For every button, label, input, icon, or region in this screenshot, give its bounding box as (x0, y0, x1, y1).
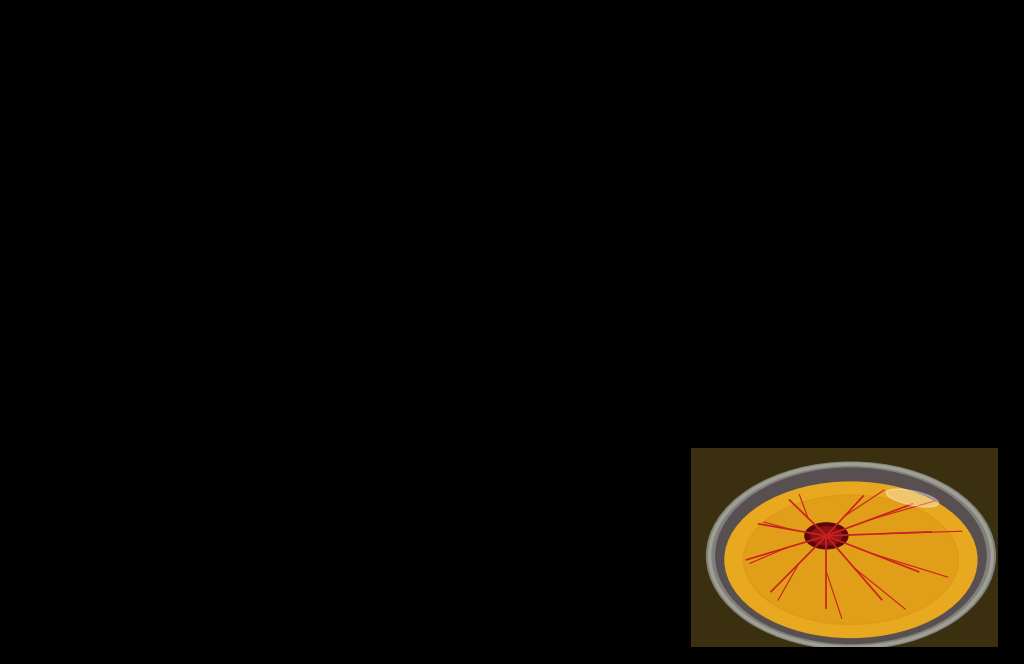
Ellipse shape (725, 482, 977, 637)
Text: Ca and vit D3: Ca and vit D3 (136, 127, 259, 145)
Text: lipids and pigments: lipids and pigments (441, 121, 620, 139)
Ellipse shape (886, 489, 939, 507)
Text: ↑: ↑ (435, 302, 454, 322)
Text: Feed intake: Feed intake (142, 81, 247, 100)
Text: Altered gas exchange: Altered gas exchange (81, 562, 278, 581)
Text: transport of Ca,: transport of Ca, (441, 91, 583, 110)
Text: Ca mobilization: Ca mobilization (442, 347, 582, 365)
Text: protein synthesis: protein synthesis (434, 61, 590, 80)
Text: Liver: Liver (482, 31, 542, 50)
Ellipse shape (811, 527, 842, 544)
Text: ↓: ↓ (109, 126, 127, 146)
Text: Plasma: Plasma (159, 298, 243, 318)
Text: absorption: absorption (150, 163, 246, 181)
Text: Kidney: Kidney (829, 86, 909, 106)
Text: Ca and P: Ca and P (158, 347, 238, 365)
Text: Bone: Bone (495, 302, 554, 322)
Text: Incubation: Incubation (117, 518, 242, 538)
Text: ↓: ↓ (93, 346, 112, 366)
Text: Thin egg shells: Thin egg shells (777, 323, 912, 341)
Text: ↓: ↓ (93, 298, 112, 318)
Ellipse shape (743, 495, 958, 624)
Text: ↓: ↓ (417, 120, 435, 140)
Text: mortality: mortality (471, 558, 553, 577)
Text: ↑: ↑ (768, 86, 786, 106)
Circle shape (716, 468, 986, 643)
Ellipse shape (805, 523, 848, 548)
Circle shape (707, 462, 995, 649)
Text: ↓: ↓ (109, 80, 127, 100)
Text: Excretion of Ca: Excretion of Ca (795, 127, 932, 145)
Text: GIT: GIT (160, 37, 199, 56)
Text: Increased embryonic: Increased embryonic (418, 523, 606, 541)
Text: vitamin A: vitamin A (469, 151, 555, 169)
